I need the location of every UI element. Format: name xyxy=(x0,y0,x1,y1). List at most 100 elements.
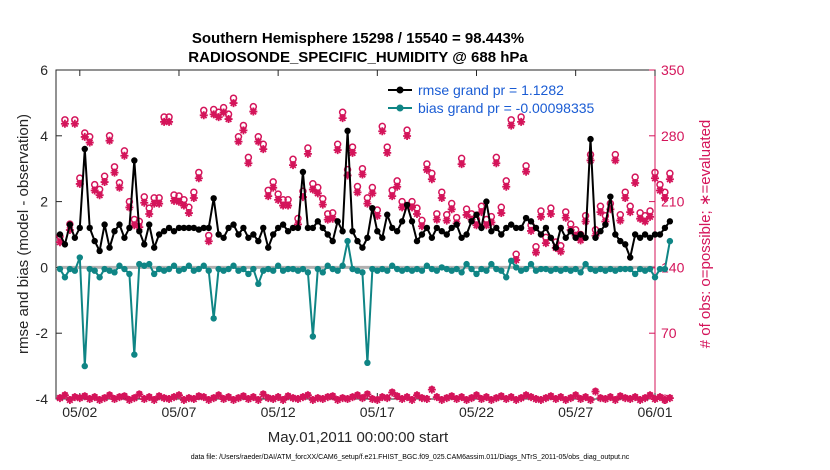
obs-zero-evaluated-point xyxy=(462,396,471,404)
bias-point xyxy=(433,267,441,274)
obs-evaluated-point xyxy=(457,160,466,169)
bias-point xyxy=(339,262,346,269)
obs-evaluated-point xyxy=(527,226,536,235)
obs-evaluated-point xyxy=(333,146,342,155)
obs-evaluated-point xyxy=(631,178,640,187)
bias-point xyxy=(334,267,341,274)
rmse-point xyxy=(220,234,227,241)
obs-zero-evaluated-point xyxy=(184,394,193,403)
obs-evaluated-point xyxy=(596,208,605,217)
rmse-point xyxy=(294,224,302,232)
obs-zero-evaluated-point xyxy=(125,396,134,404)
rmse-point xyxy=(473,211,480,218)
obs-zero-evaluated-point xyxy=(333,396,342,404)
obs-zero-evaluated-point xyxy=(105,391,114,400)
obs-zero-evaluated-point xyxy=(318,395,327,404)
bias-point xyxy=(661,265,669,273)
rmse-point xyxy=(200,224,207,232)
rmse-point xyxy=(651,231,659,238)
obs-zero-evaluated-point xyxy=(269,395,278,404)
y-left-tick-label: 2 xyxy=(40,194,48,210)
obs-zero-evaluated-point xyxy=(373,396,382,404)
obs-zero-evaluated-point xyxy=(80,392,89,401)
obs-zero-evaluated-point xyxy=(408,396,417,404)
obs-zero-evaluated-point xyxy=(179,396,188,404)
rmse-point xyxy=(423,224,431,232)
obs-evaluated-point xyxy=(606,205,615,214)
x-tick-label: 05/07 xyxy=(161,404,196,420)
rmse-point xyxy=(56,231,64,238)
obs-evaluated-point xyxy=(244,159,253,168)
obs-zero-evaluated-point xyxy=(328,392,337,401)
obs-zero-evaluated-point xyxy=(323,393,332,402)
obs-evaluated-point xyxy=(184,209,193,218)
obs-evaluated-point xyxy=(383,148,392,157)
bias-point xyxy=(577,269,584,276)
rmse-point xyxy=(250,231,257,238)
bias-point xyxy=(255,280,262,288)
obs-zero-evaluated-point xyxy=(90,393,99,402)
obs-evaluated-point xyxy=(85,138,94,147)
obs-zero-evaluated-point xyxy=(631,393,640,402)
x-tick-label: 05/27 xyxy=(558,404,593,420)
obs-evaluated-point xyxy=(660,194,669,203)
rmse-point xyxy=(314,218,322,225)
bias-point xyxy=(572,265,579,273)
bias-point xyxy=(106,267,113,274)
obs-evaluated-point xyxy=(655,186,664,195)
bias-point xyxy=(170,262,178,269)
bias-point xyxy=(91,267,98,274)
bias-point xyxy=(438,264,445,271)
obs-zero-evaluated-point xyxy=(383,394,392,403)
bias-point xyxy=(279,267,287,274)
obs-zero-evaluated-point xyxy=(621,394,630,403)
y-right-tick-label: 70 xyxy=(661,325,677,341)
rmse-point xyxy=(309,224,317,232)
obs-evaluated-point xyxy=(279,201,288,210)
rmse-point xyxy=(339,228,346,235)
bias-point xyxy=(369,265,376,273)
obs-evaluated-point xyxy=(145,210,154,218)
obs-zero-evaluated-point xyxy=(596,394,605,403)
bias-point xyxy=(56,265,64,273)
obs-zero-evaluated-point xyxy=(60,391,69,400)
obs-evaluated-point xyxy=(502,182,511,191)
obs-zero-evaluated-point xyxy=(571,391,580,400)
obs-zero-evaluated-point xyxy=(348,393,357,402)
obs-zero-evaluated-point xyxy=(412,391,421,400)
bias-point xyxy=(547,267,555,274)
bias-point xyxy=(359,269,366,276)
rmse-point xyxy=(661,224,669,232)
obs-zero-evaluated-point xyxy=(368,395,377,404)
obs-zero-evaluated-point xyxy=(214,391,223,400)
bias-point xyxy=(641,267,649,274)
y-right-tick-label: 350 xyxy=(661,62,685,78)
obs-evaluated-point xyxy=(284,201,293,210)
bias-point xyxy=(289,265,297,273)
obs-evaluated-point xyxy=(556,247,565,256)
y-axis-label-right: # of obs: o=possible; ∗=evaluated xyxy=(697,120,714,349)
rmse-point xyxy=(230,221,237,228)
obs-zero-evaluated-point xyxy=(284,392,293,401)
y-left-tick-label: 4 xyxy=(40,128,48,144)
obs-zero-evaluated-point xyxy=(522,391,531,400)
bias-point xyxy=(423,262,431,269)
bias-point xyxy=(121,265,128,273)
bias-point xyxy=(220,267,227,274)
obs-evaluated-point xyxy=(100,178,109,187)
rmse-point xyxy=(111,228,118,235)
bias-point xyxy=(478,265,485,273)
bias-point xyxy=(582,260,589,268)
rmse-point xyxy=(646,234,654,241)
bias-point xyxy=(274,262,282,269)
obs-zero-evaluated-point xyxy=(160,394,169,403)
obs-zero-evaluated-point xyxy=(512,396,521,404)
obs-evaluated-point xyxy=(437,194,446,203)
obs-zero-evaluated-point xyxy=(100,394,109,403)
bias-point xyxy=(522,265,530,273)
obs-evaluated-point xyxy=(289,161,298,170)
obs-evaluated-point xyxy=(303,149,312,158)
bias-point xyxy=(225,265,232,273)
obs-evaluated-point xyxy=(328,214,337,223)
